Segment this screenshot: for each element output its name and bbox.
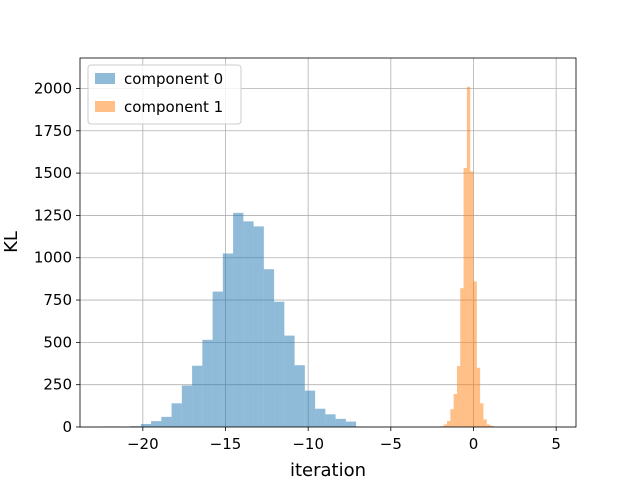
histogram-bar-component-1 <box>490 425 494 427</box>
histogram-bar-component-0 <box>171 403 182 427</box>
histogram-bar-component-1 <box>486 424 491 427</box>
histogram-bar-component-1 <box>470 171 474 427</box>
histogram-bar-component-0 <box>212 291 223 427</box>
histogram-bar-component-1 <box>480 403 484 427</box>
y-tick-label: 2000 <box>34 79 72 97</box>
histogram-bar-component-0 <box>345 421 357 427</box>
histogram-bar-component-0 <box>222 253 234 427</box>
legend-box <box>87 64 242 125</box>
histogram-bar-component-1 <box>460 288 464 427</box>
x-tick-label: 5 <box>551 435 561 453</box>
histogram-bar-component-0 <box>233 212 244 427</box>
histogram-bar-component-0 <box>243 221 254 427</box>
histogram-bar-component-1 <box>443 424 448 427</box>
histogram-bar-component-0 <box>130 426 141 427</box>
histogram-bar-component-0 <box>253 226 264 427</box>
histogram-bar-component-0 <box>315 408 326 427</box>
x-axis-label: iteration <box>290 460 366 480</box>
y-tick-label: 1750 <box>34 122 72 140</box>
histogram-bar-component-1 <box>466 86 471 427</box>
y-tick-label: 1500 <box>34 164 72 182</box>
x-tick-label: −10 <box>292 435 324 453</box>
histogram-bar-component-1 <box>456 366 461 427</box>
histogram-bar-component-1 <box>450 409 454 427</box>
y-tick-label: 0 <box>62 418 72 436</box>
y-tick-label: 750 <box>43 291 72 309</box>
x-tick-label: −20 <box>127 435 159 453</box>
histogram-bar-component-0 <box>294 365 305 427</box>
histogram-bar-component-0 <box>202 339 213 427</box>
y-tick-label: 1000 <box>34 249 72 267</box>
histogram-bar-component-0 <box>263 269 275 427</box>
legend-swatch-component-1 <box>95 101 115 112</box>
histogram-bars <box>99 86 494 427</box>
histogram-bar-component-1 <box>463 168 467 427</box>
histogram-bar-component-1 <box>440 426 444 427</box>
legend-label-component-1: component 1 <box>124 98 223 116</box>
histogram-bar-component-0 <box>335 418 346 427</box>
x-tick-label: −5 <box>380 435 402 453</box>
histogram-bar-component-0 <box>304 390 316 427</box>
histogram-bar-component-0 <box>151 421 162 427</box>
histogram-bar-component-0 <box>274 301 285 427</box>
histogram-bar-component-0 <box>192 365 203 427</box>
histogram-bar-component-0 <box>161 416 172 427</box>
legend-label-component-0: component 0 <box>124 70 223 88</box>
histogram-bar-component-0 <box>284 335 295 427</box>
y-axis-label: KL <box>1 231 22 253</box>
y-tick-label: 1250 <box>34 206 72 224</box>
x-tick-label: 0 <box>469 435 479 453</box>
legend: component 0 component 1 <box>87 64 242 125</box>
histogram-bar-component-1 <box>447 421 451 427</box>
legend-swatch-component-0 <box>95 73 115 84</box>
histogram-bar-component-0 <box>181 385 193 427</box>
histogram-bar-component-0 <box>325 414 336 427</box>
y-tick-label: 250 <box>43 376 72 394</box>
x-tick-label: −15 <box>210 435 242 453</box>
axis-ticks: −20 −15 −10 −5 0 5 0 250 500 750 1000 1250 1500 1750 2… <box>34 79 561 453</box>
histogram-bar-component-0 <box>140 423 152 427</box>
y-tick-label: 500 <box>43 333 72 351</box>
histogram-bar-component-1 <box>476 367 481 427</box>
histogram-bar-component-1 <box>473 281 477 427</box>
histogram-bar-component-1 <box>453 393 457 427</box>
histogram-bar-component-1 <box>483 419 487 427</box>
plot-frame <box>79 57 577 428</box>
